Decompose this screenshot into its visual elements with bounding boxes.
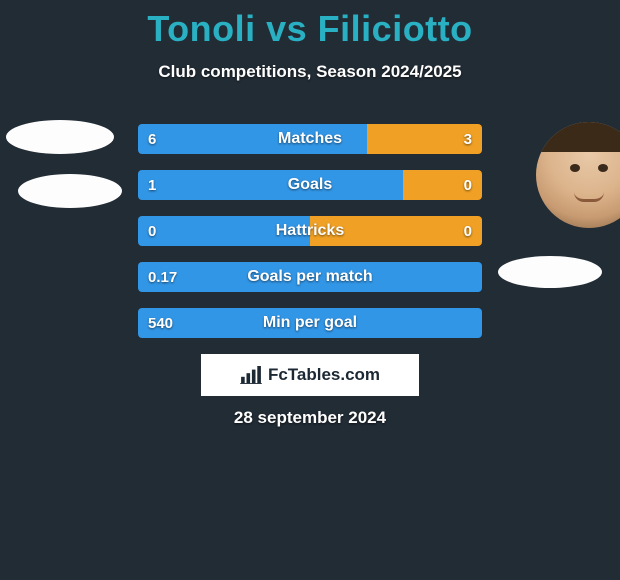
stat-row: 10Goals xyxy=(138,170,482,200)
stat-row: 63Matches xyxy=(138,124,482,154)
comparison-card: Tonoli vs Filiciotto Club competitions, … xyxy=(0,0,620,580)
stat-seg-right xyxy=(403,170,482,200)
logo-text: FcTables.com xyxy=(268,365,380,385)
barchart-icon xyxy=(240,366,262,384)
logo-box: FcTables.com xyxy=(201,354,419,396)
stat-seg-right xyxy=(367,124,482,154)
stat-seg-left xyxy=(138,216,310,246)
stat-seg-right xyxy=(310,216,482,246)
stat-seg-left xyxy=(138,308,482,338)
stat-seg-left xyxy=(138,124,367,154)
avatar-right-bottom-placeholder xyxy=(498,256,602,288)
stat-seg-left xyxy=(138,170,403,200)
date-line: 28 september 2024 xyxy=(0,408,620,428)
stat-seg-left xyxy=(138,262,482,292)
avatar-left-bottom-placeholder xyxy=(18,174,122,208)
page-title: Tonoli vs Filiciotto xyxy=(0,0,620,50)
title-player1: Tonoli xyxy=(147,8,255,49)
stat-bars: 63Matches 10Goals 00Hattricks 0.17Goals per… xyxy=(138,124,482,354)
title-vs: vs xyxy=(256,8,318,49)
stat-row: 540Min per goal xyxy=(138,308,482,338)
subtitle: Club competitions, Season 2024/2025 xyxy=(0,62,620,82)
title-player2: Filiciotto xyxy=(318,8,473,49)
avatar-right-player xyxy=(536,122,620,228)
face-icon xyxy=(536,122,620,228)
stat-row: 00Hattricks xyxy=(138,216,482,246)
avatar-left-top-placeholder xyxy=(6,120,114,154)
stat-row: 0.17Goals per match xyxy=(138,262,482,292)
